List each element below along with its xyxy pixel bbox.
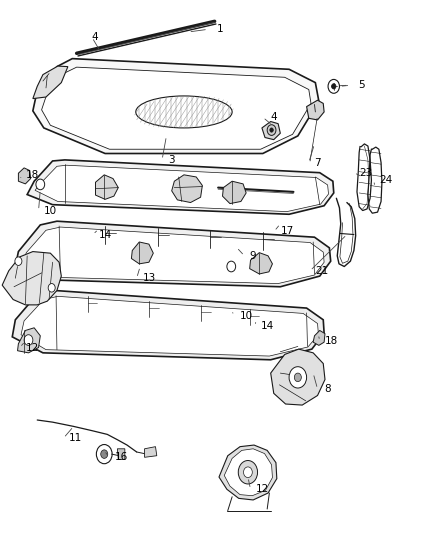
Circle shape [36, 179, 45, 190]
Polygon shape [313, 330, 325, 345]
Circle shape [238, 461, 258, 484]
Text: 24: 24 [379, 175, 392, 185]
Circle shape [24, 335, 33, 345]
Polygon shape [223, 181, 246, 204]
Text: 3: 3 [169, 155, 175, 165]
Text: 8: 8 [324, 384, 331, 394]
Text: 7: 7 [314, 158, 321, 167]
Polygon shape [18, 168, 31, 184]
Text: 9: 9 [250, 251, 256, 261]
Circle shape [101, 450, 108, 458]
Text: 21: 21 [315, 266, 328, 276]
Text: 23: 23 [359, 168, 372, 177]
Circle shape [244, 467, 252, 478]
Circle shape [15, 257, 22, 265]
Polygon shape [95, 175, 118, 199]
Circle shape [96, 445, 112, 464]
Text: 12: 12 [256, 484, 269, 494]
Text: 14: 14 [261, 321, 274, 331]
Circle shape [294, 373, 301, 382]
Text: 11: 11 [69, 433, 82, 443]
Polygon shape [172, 175, 202, 203]
Polygon shape [33, 59, 319, 154]
Polygon shape [21, 296, 318, 356]
Text: 13: 13 [142, 273, 155, 283]
Polygon shape [224, 449, 272, 496]
Circle shape [289, 367, 307, 388]
Polygon shape [271, 349, 325, 405]
Text: 18: 18 [325, 336, 338, 346]
Text: 16: 16 [115, 452, 128, 462]
Text: 4: 4 [271, 112, 277, 122]
Polygon shape [35, 165, 329, 212]
Polygon shape [131, 242, 153, 264]
Polygon shape [42, 67, 311, 149]
Polygon shape [23, 227, 324, 284]
Text: 12: 12 [25, 343, 39, 352]
Polygon shape [27, 160, 334, 214]
Polygon shape [15, 221, 331, 287]
Text: 10: 10 [240, 311, 253, 320]
Polygon shape [2, 252, 61, 305]
Polygon shape [307, 100, 324, 120]
Polygon shape [219, 445, 277, 500]
Text: 17: 17 [280, 227, 293, 236]
Polygon shape [12, 290, 324, 360]
Polygon shape [18, 328, 40, 353]
Circle shape [270, 128, 273, 132]
Text: 14: 14 [99, 230, 112, 239]
Text: 10: 10 [44, 206, 57, 215]
Circle shape [267, 125, 276, 135]
Polygon shape [33, 66, 68, 99]
Text: 4: 4 [92, 33, 99, 42]
Circle shape [328, 79, 339, 93]
Circle shape [332, 84, 336, 89]
Text: 1: 1 [217, 25, 223, 34]
Polygon shape [250, 253, 272, 274]
Polygon shape [145, 447, 157, 457]
Text: 5: 5 [358, 80, 365, 90]
Text: 18: 18 [25, 170, 39, 180]
Polygon shape [117, 449, 125, 459]
Polygon shape [262, 122, 280, 140]
Circle shape [227, 261, 236, 272]
Circle shape [48, 284, 55, 292]
